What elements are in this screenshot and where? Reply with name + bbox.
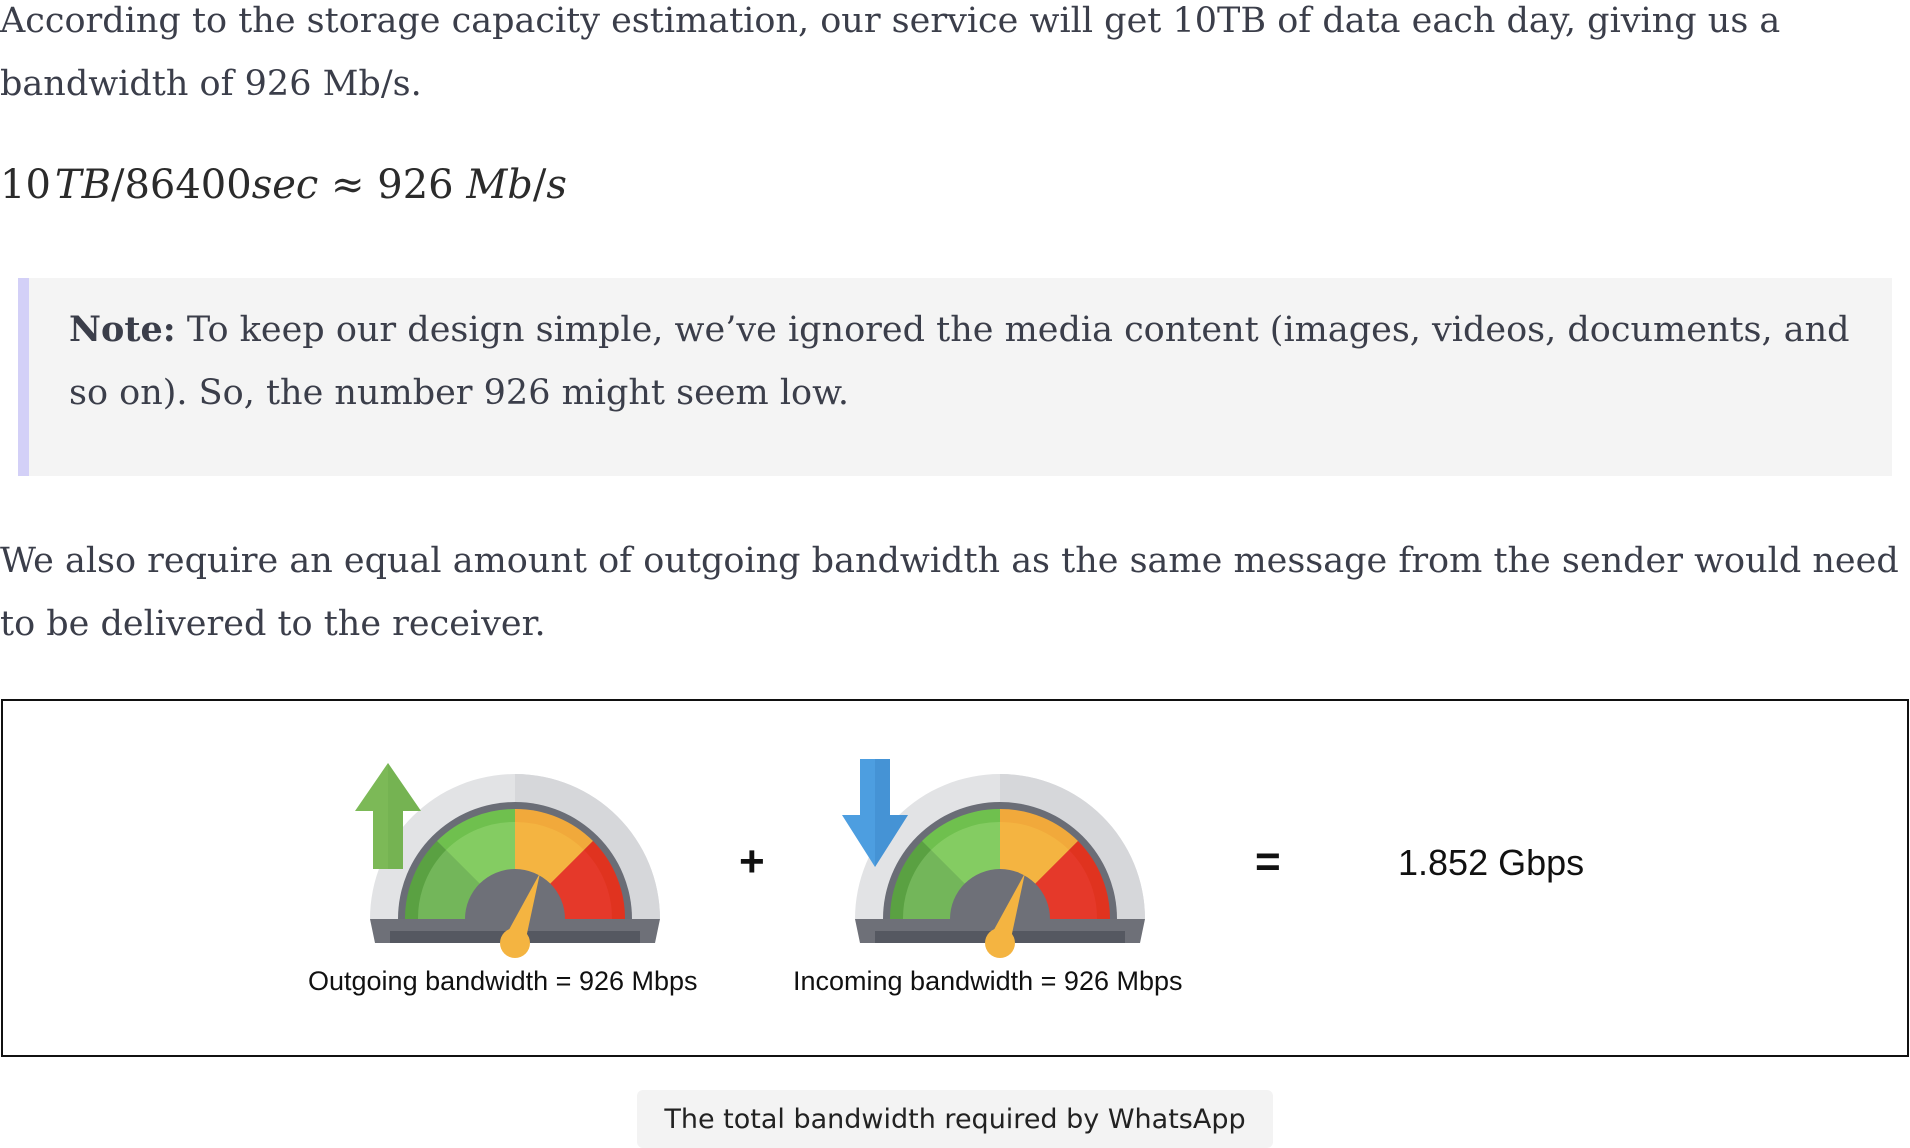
- formula-unit: TB: [54, 162, 111, 208]
- note-body: To keep our design simple, we’ve ignored…: [69, 310, 1850, 413]
- bandwidth-formula: 10 TB/86400sec ≈ 926 Mb/s: [0, 155, 567, 215]
- up-arrow-icon: [355, 763, 421, 869]
- incoming-bandwidth-label: Incoming bandwidth = 926 Mbps: [793, 966, 1183, 996]
- formula-slash: /: [110, 162, 125, 208]
- formula-number: 86400: [124, 162, 252, 208]
- note-text: Note: To keep our design simple, we’ve i…: [69, 298, 1869, 425]
- formula-number: 926: [377, 162, 454, 208]
- formula-approx: ≈: [331, 162, 365, 208]
- paragraph-outgoing: We also require an equal amount of outgo…: [0, 541, 1899, 644]
- note-label: Note:: [69, 309, 176, 350]
- total-bandwidth-value: 1.852 Gbps: [1398, 842, 1585, 883]
- incoming-gauge-icon: [855, 774, 1145, 958]
- plus-sign: +: [739, 837, 765, 886]
- figure-caption: The total bandwidth required by WhatsApp: [637, 1090, 1273, 1148]
- formula-slash: /: [532, 162, 547, 208]
- formula-number: 10: [0, 162, 51, 208]
- note-callout: Note: To keep our design simple, we’ve i…: [18, 278, 1892, 476]
- bandwidth-figure: Outgoing bandwidth = 926 Mbps + Incoming…: [1, 699, 1909, 1057]
- outgoing-gauge-icon: [370, 774, 660, 958]
- formula-unit: s: [546, 162, 567, 208]
- outgoing-bandwidth-label: Outgoing bandwidth = 926 Mbps: [308, 966, 698, 996]
- down-arrow-icon: [842, 759, 908, 867]
- equals-sign: =: [1255, 837, 1281, 886]
- paragraph-storage: According to the storage capacity estima…: [0, 1, 1781, 104]
- formula-unit: Mb: [466, 162, 533, 208]
- formula-unit: sec: [251, 162, 319, 208]
